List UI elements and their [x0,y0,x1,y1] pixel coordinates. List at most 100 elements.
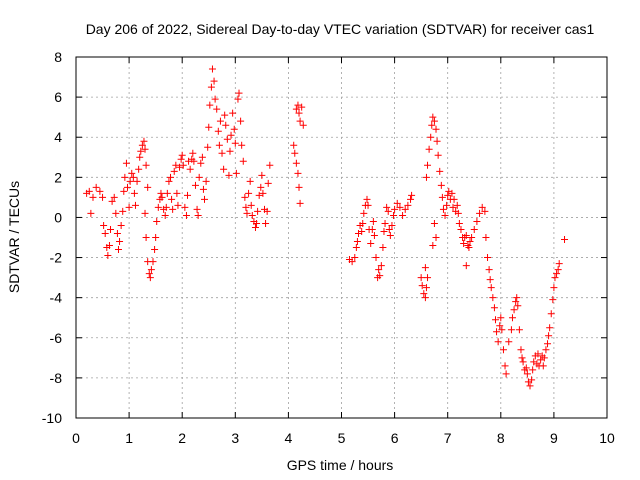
data-point [432,234,440,241]
x-tick-label: 9 [550,430,558,446]
data-point [174,201,182,209]
data-point [169,205,177,213]
data-point [85,187,93,195]
data-point [138,141,146,149]
y-tick-label: 6 [54,89,62,105]
data-point [290,141,298,149]
data-point [294,101,302,109]
data-point [248,211,256,219]
data-point [379,244,387,252]
data-point [450,195,458,203]
data-point [553,270,561,278]
data-point [117,221,125,229]
data-point [485,266,493,274]
data-point [369,217,377,225]
data-point [199,185,207,193]
data-point [299,121,307,129]
data-point [179,161,187,169]
data-point [515,326,523,334]
data-point [528,376,536,384]
data-point [205,123,213,131]
data-point [245,189,253,197]
data-point [133,177,141,185]
data-point [255,191,263,199]
data-point [140,137,148,145]
data-point [544,340,552,348]
data-point [377,262,385,270]
grid [76,57,607,418]
data-point [116,238,124,246]
y-tick-label: 8 [54,49,62,65]
data-point [231,139,239,147]
data-point [253,219,261,227]
data-point [122,159,130,167]
data-point [468,234,476,241]
data-point [490,304,498,312]
data-point [454,209,462,217]
data-point [550,284,558,292]
data-point [259,189,267,197]
data-point [110,193,118,201]
data-point [491,316,499,324]
data-point [113,229,121,237]
data-point [424,161,432,169]
data-point [124,183,132,191]
data-point [151,246,159,254]
data-point [420,290,428,298]
data-point [182,211,190,219]
data-point [513,294,521,302]
data-point [121,173,129,181]
data-point [241,193,249,201]
data-point [390,211,398,219]
data-point [375,266,383,274]
data-point [430,117,438,125]
data-point [429,113,437,121]
data-point [512,298,520,306]
data-point [232,169,240,177]
data-point [181,203,189,211]
data-point [436,167,444,175]
data-point [505,338,513,346]
data-point [257,183,265,191]
data-point [190,157,198,165]
data-point [214,127,222,135]
data-points [83,65,569,390]
data-point [465,244,473,252]
data-point [215,141,223,149]
data-point [210,77,218,85]
data-point [213,105,221,113]
x-tick-label: 2 [178,430,186,446]
data-point [437,181,445,189]
data-point [499,346,507,354]
chart-title: Day 206 of 2022, Sidereal Day-to-day VTE… [86,21,595,37]
data-point [381,219,389,227]
data-point [100,221,108,229]
data-point [501,362,509,370]
data-point [432,125,440,133]
data-point [211,95,219,103]
data-point [298,103,306,111]
data-point [478,203,486,211]
data-point [239,157,247,165]
data-point [429,242,437,250]
data-point [247,201,255,209]
y-tick-label: 4 [54,129,62,145]
data-point [176,163,184,171]
data-point [529,366,537,374]
data-point [434,151,442,159]
data-point [551,274,559,282]
data-point [295,183,303,191]
data-point [145,270,153,278]
data-point [189,149,197,157]
data-point [114,246,122,254]
data-point [545,332,553,340]
data-point [439,205,447,213]
axis-ticks [75,56,608,419]
x-tick-label: 1 [125,430,133,446]
y-tick-label: -4 [50,290,63,306]
data-point [128,169,136,177]
data-point [291,149,299,157]
data-point [173,189,181,197]
data-point [358,227,366,235]
data-point [428,121,436,129]
